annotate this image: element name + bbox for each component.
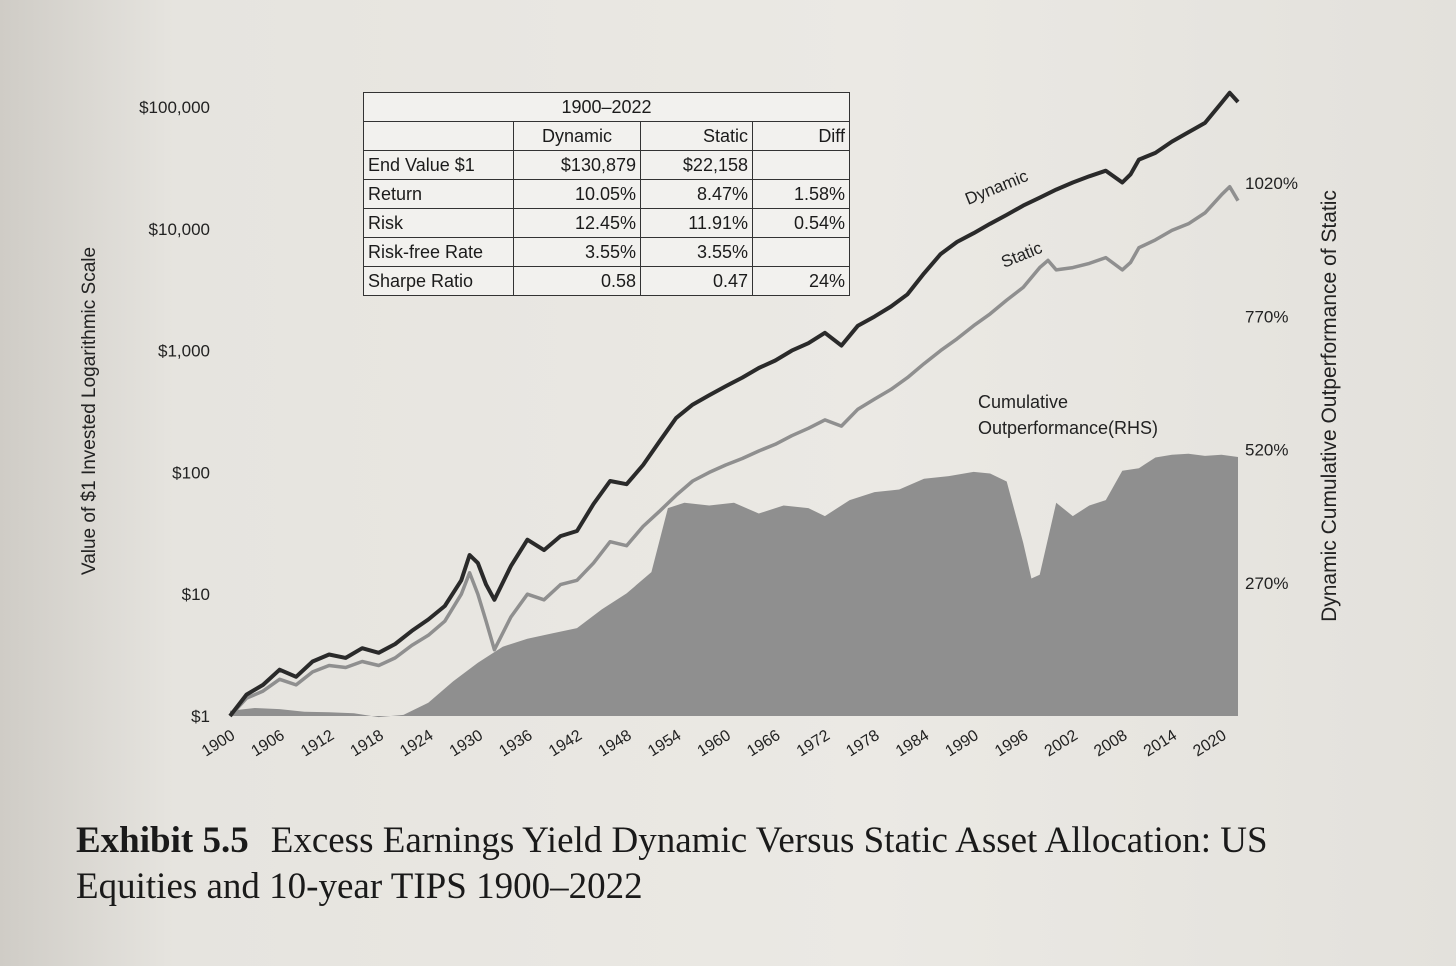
x-tick-label: 1960: [695, 727, 734, 760]
table-cell: 12.45%: [513, 208, 641, 238]
x-tick-label: 2020: [1190, 727, 1229, 760]
y-tick-label: $100: [172, 463, 210, 482]
table-cell: [752, 237, 850, 267]
table-cell: 3.55%: [513, 237, 641, 267]
outperformance-label-line2: Outperformance(RHS): [978, 418, 1158, 438]
table-cell: 11.91%: [640, 208, 753, 238]
table-header-cell: [363, 121, 514, 151]
dynamic-label: Dynamic: [962, 166, 1031, 209]
y-tick-label: $100,000: [139, 98, 210, 117]
x-tick-label: 1954: [645, 727, 684, 760]
table-header-cell: Diff: [752, 121, 850, 151]
table-cell: 0.58: [513, 266, 641, 296]
y-tick-label: $10,000: [149, 220, 210, 239]
table-cell: 3.55%: [640, 237, 753, 267]
table-cell: 10.05%: [513, 179, 641, 209]
x-tick-label: 1906: [248, 727, 287, 760]
y-tick-label: $1: [191, 707, 210, 726]
table-cell: Risk-free Rate: [363, 237, 514, 267]
x-tick-label: 1984: [893, 727, 932, 760]
area-layer: [230, 453, 1238, 718]
outperformance-label-line1: Cumulative: [978, 392, 1068, 412]
x-tick-label: 1990: [943, 727, 982, 760]
x-tick-label: 1948: [596, 727, 635, 760]
table-row: Risk-free Rate 3.55% 3.55%: [363, 237, 850, 267]
y2-axis-title: Dynamic Cumulative Outperformance of Sta…: [1318, 190, 1341, 622]
table-cell: 8.47%: [640, 179, 753, 209]
y-tick-label: $10: [182, 585, 210, 604]
stats-table: 1900–2022 Dynamic Static Diff End Value …: [363, 92, 850, 296]
table-cell: End Value $1: [363, 150, 514, 180]
table-cell: [752, 150, 850, 180]
x-tick-label: 2008: [1091, 727, 1130, 760]
exhibit-label: Exhibit 5.5: [76, 820, 249, 861]
table-cell: Risk: [363, 208, 514, 238]
table-cell: 1.58%: [752, 179, 850, 209]
table-row: Return 10.05% 8.47% 1.58%: [363, 179, 850, 209]
y2-tick-label: 270%: [1245, 574, 1288, 593]
x-tick-label: 1900: [199, 727, 238, 760]
static-line: [228, 184, 1240, 718]
x-tick-label: 2002: [1042, 727, 1081, 760]
table-header-row: Dynamic Static Diff: [363, 121, 850, 151]
y2-tick-label: 770%: [1245, 307, 1288, 326]
y-tick-label: $1,000: [158, 342, 210, 361]
table-cell: Return: [363, 179, 514, 209]
table-cell: 24%: [752, 266, 850, 296]
x-tick-label: 1966: [744, 727, 783, 760]
x-tick-label: 2014: [1141, 727, 1180, 760]
table-cell: Sharpe Ratio: [363, 266, 514, 296]
x-tick-label: 1996: [992, 727, 1031, 760]
label-layer: DynamicStaticCumulativeOutperformance(RH…: [962, 166, 1158, 438]
x-tick-label: 1924: [397, 727, 436, 760]
table-caption-row: 1900–2022: [363, 92, 850, 122]
dynamic-line: [228, 90, 1240, 718]
table-caption: 1900–2022: [363, 92, 850, 122]
line-layer: [228, 90, 1240, 718]
outperformance-area: [230, 453, 1238, 718]
caption-text: Excess Earnings Yield Dynamic Versus Sta…: [76, 820, 1268, 907]
table-cell: $130,879: [513, 150, 641, 180]
table-cell: 0.47: [640, 266, 753, 296]
y-axis-title: Value of $1 Invested Logarithmic Scale: [79, 247, 100, 575]
x-tick-label: 1942: [546, 727, 585, 760]
table-row: Risk 12.45% 11.91% 0.54%: [363, 208, 850, 238]
y2-tick-label: 520%: [1245, 441, 1288, 460]
figure-caption: Exhibit 5.5 Excess Earnings Yield Dynamic…: [76, 818, 1376, 910]
x-tick-label: 1918: [348, 727, 387, 760]
table-row: Sharpe Ratio 0.58 0.47 24%: [363, 266, 850, 296]
x-tick-label: 1930: [447, 727, 486, 760]
table-row: End Value $1 $130,879 $22,158: [363, 150, 850, 180]
table-cell: $22,158: [640, 150, 753, 180]
x-tick-label: 1936: [496, 727, 535, 760]
x-tick-label: 1912: [298, 727, 337, 760]
x-tick-label: 1978: [843, 727, 882, 760]
x-tick-label: 1972: [794, 727, 833, 760]
table-header-cell: Dynamic: [513, 121, 641, 151]
table-cell: 0.54%: [752, 208, 850, 238]
table-header-cell: Static: [640, 121, 753, 151]
y2-tick-label: 1020%: [1245, 174, 1298, 193]
